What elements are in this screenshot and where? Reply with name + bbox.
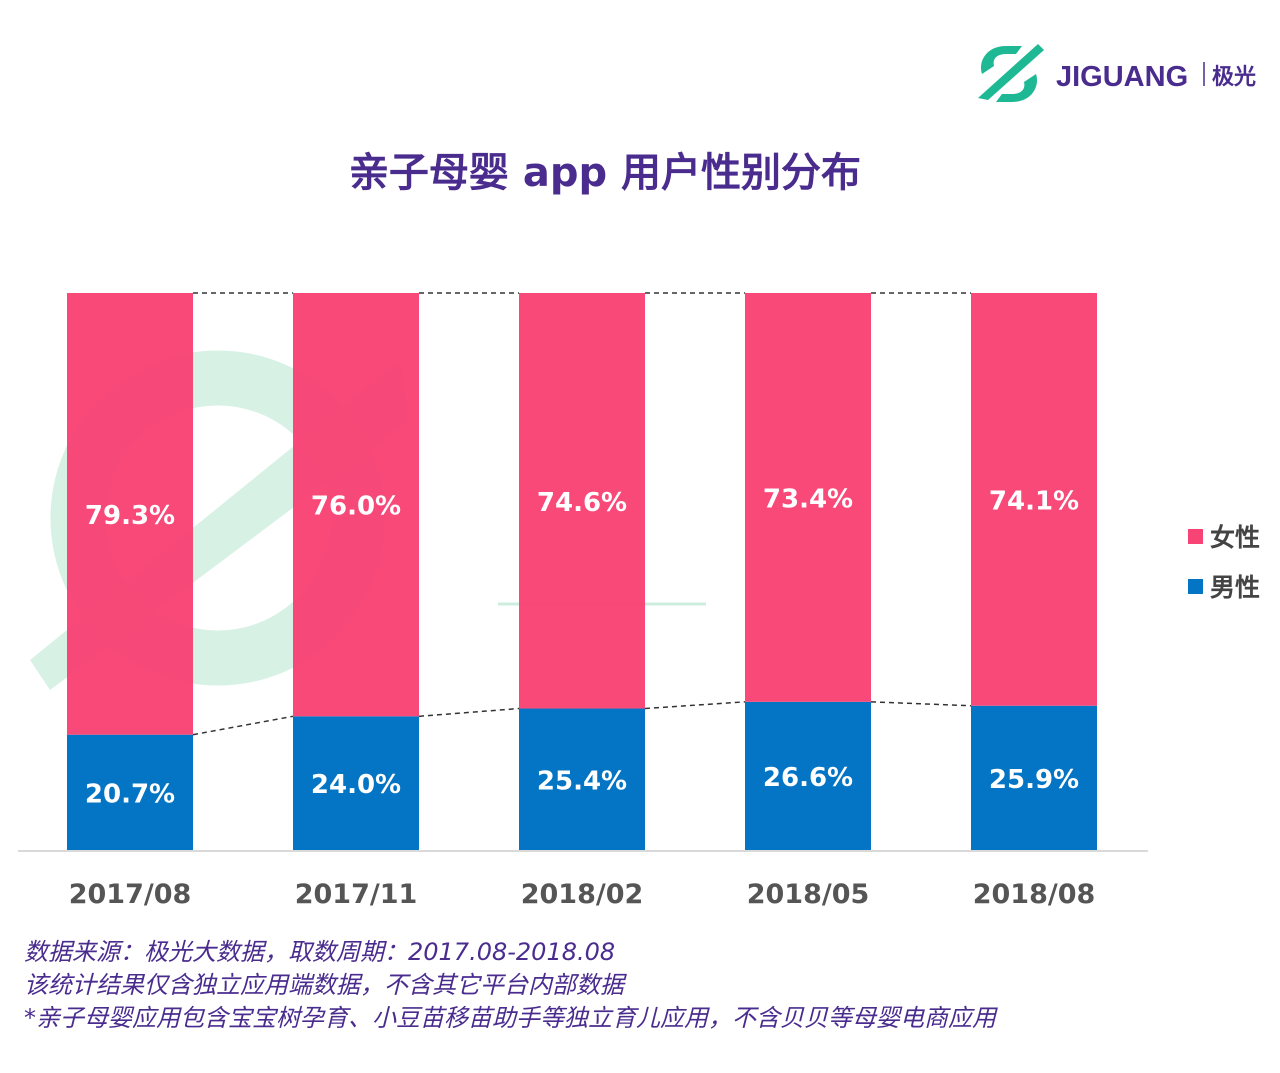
bar-male [293, 716, 419, 850]
connector-male [870, 701, 972, 707]
x-tick-label: 2018/02 [521, 879, 644, 910]
bar-male [971, 705, 1097, 850]
note-source: 数据来源：极光大数据，取数周期：2017.08-2018.08 [24, 938, 616, 966]
data-label-male: 20.7% [85, 779, 175, 809]
data-label-female: 76.0% [311, 492, 401, 522]
legend-swatch [1188, 529, 1203, 544]
data-label-male: 25.4% [537, 766, 627, 796]
logo-cn-text: 极光 [1212, 65, 1256, 90]
bar-male [67, 734, 193, 850]
bar-female [67, 293, 193, 735]
bar-female [971, 293, 1097, 706]
data-label-female: 79.3% [85, 501, 175, 531]
bar-male [745, 701, 871, 850]
legend-swatch [1188, 579, 1203, 594]
bar-female [293, 293, 419, 717]
note-scope: 该统计结果仅含独立应用端数据，不含其它平台内部数据 [24, 971, 624, 999]
x-tick-label: 2017/08 [69, 879, 192, 910]
connector-male [644, 701, 746, 710]
data-label-male: 24.0% [311, 770, 401, 800]
legend-label: 女性 [1210, 523, 1260, 552]
bar-female [745, 293, 871, 702]
legend-label: 男性 [1210, 573, 1260, 602]
x-tick-label: 2018/08 [973, 879, 1096, 910]
logo-mark-icon [978, 44, 1044, 102]
connector-male [418, 707, 520, 718]
data-label-female: 74.1% [989, 486, 1079, 516]
x-tick-label: 2017/11 [295, 879, 418, 910]
footnotes: 数据来源：极光大数据，取数周期：2017.08-2018.08 该统计结果仅含独… [24, 936, 996, 1035]
jiguang-logo: JIGUANG 极光 [976, 44, 1276, 106]
note-definition: *亲子母婴应用包含宝宝树孕育、小豆苗移苗助手等独立育儿应用，不含贝贝等母婴电商应… [24, 1004, 996, 1032]
connector-male [192, 715, 294, 736]
bar-female [519, 293, 645, 709]
x-tick-label: 2018/05 [747, 879, 870, 910]
bar-male [519, 708, 645, 850]
data-label-male: 26.6% [763, 763, 853, 793]
data-label-female: 74.6% [537, 488, 627, 518]
data-label-female: 73.4% [763, 484, 853, 514]
data-label-male: 25.9% [989, 765, 1079, 795]
chart-title: 亲子母婴 app 用户性别分布 [348, 150, 862, 196]
logo-brand-text: JIGUANG [1056, 61, 1188, 93]
